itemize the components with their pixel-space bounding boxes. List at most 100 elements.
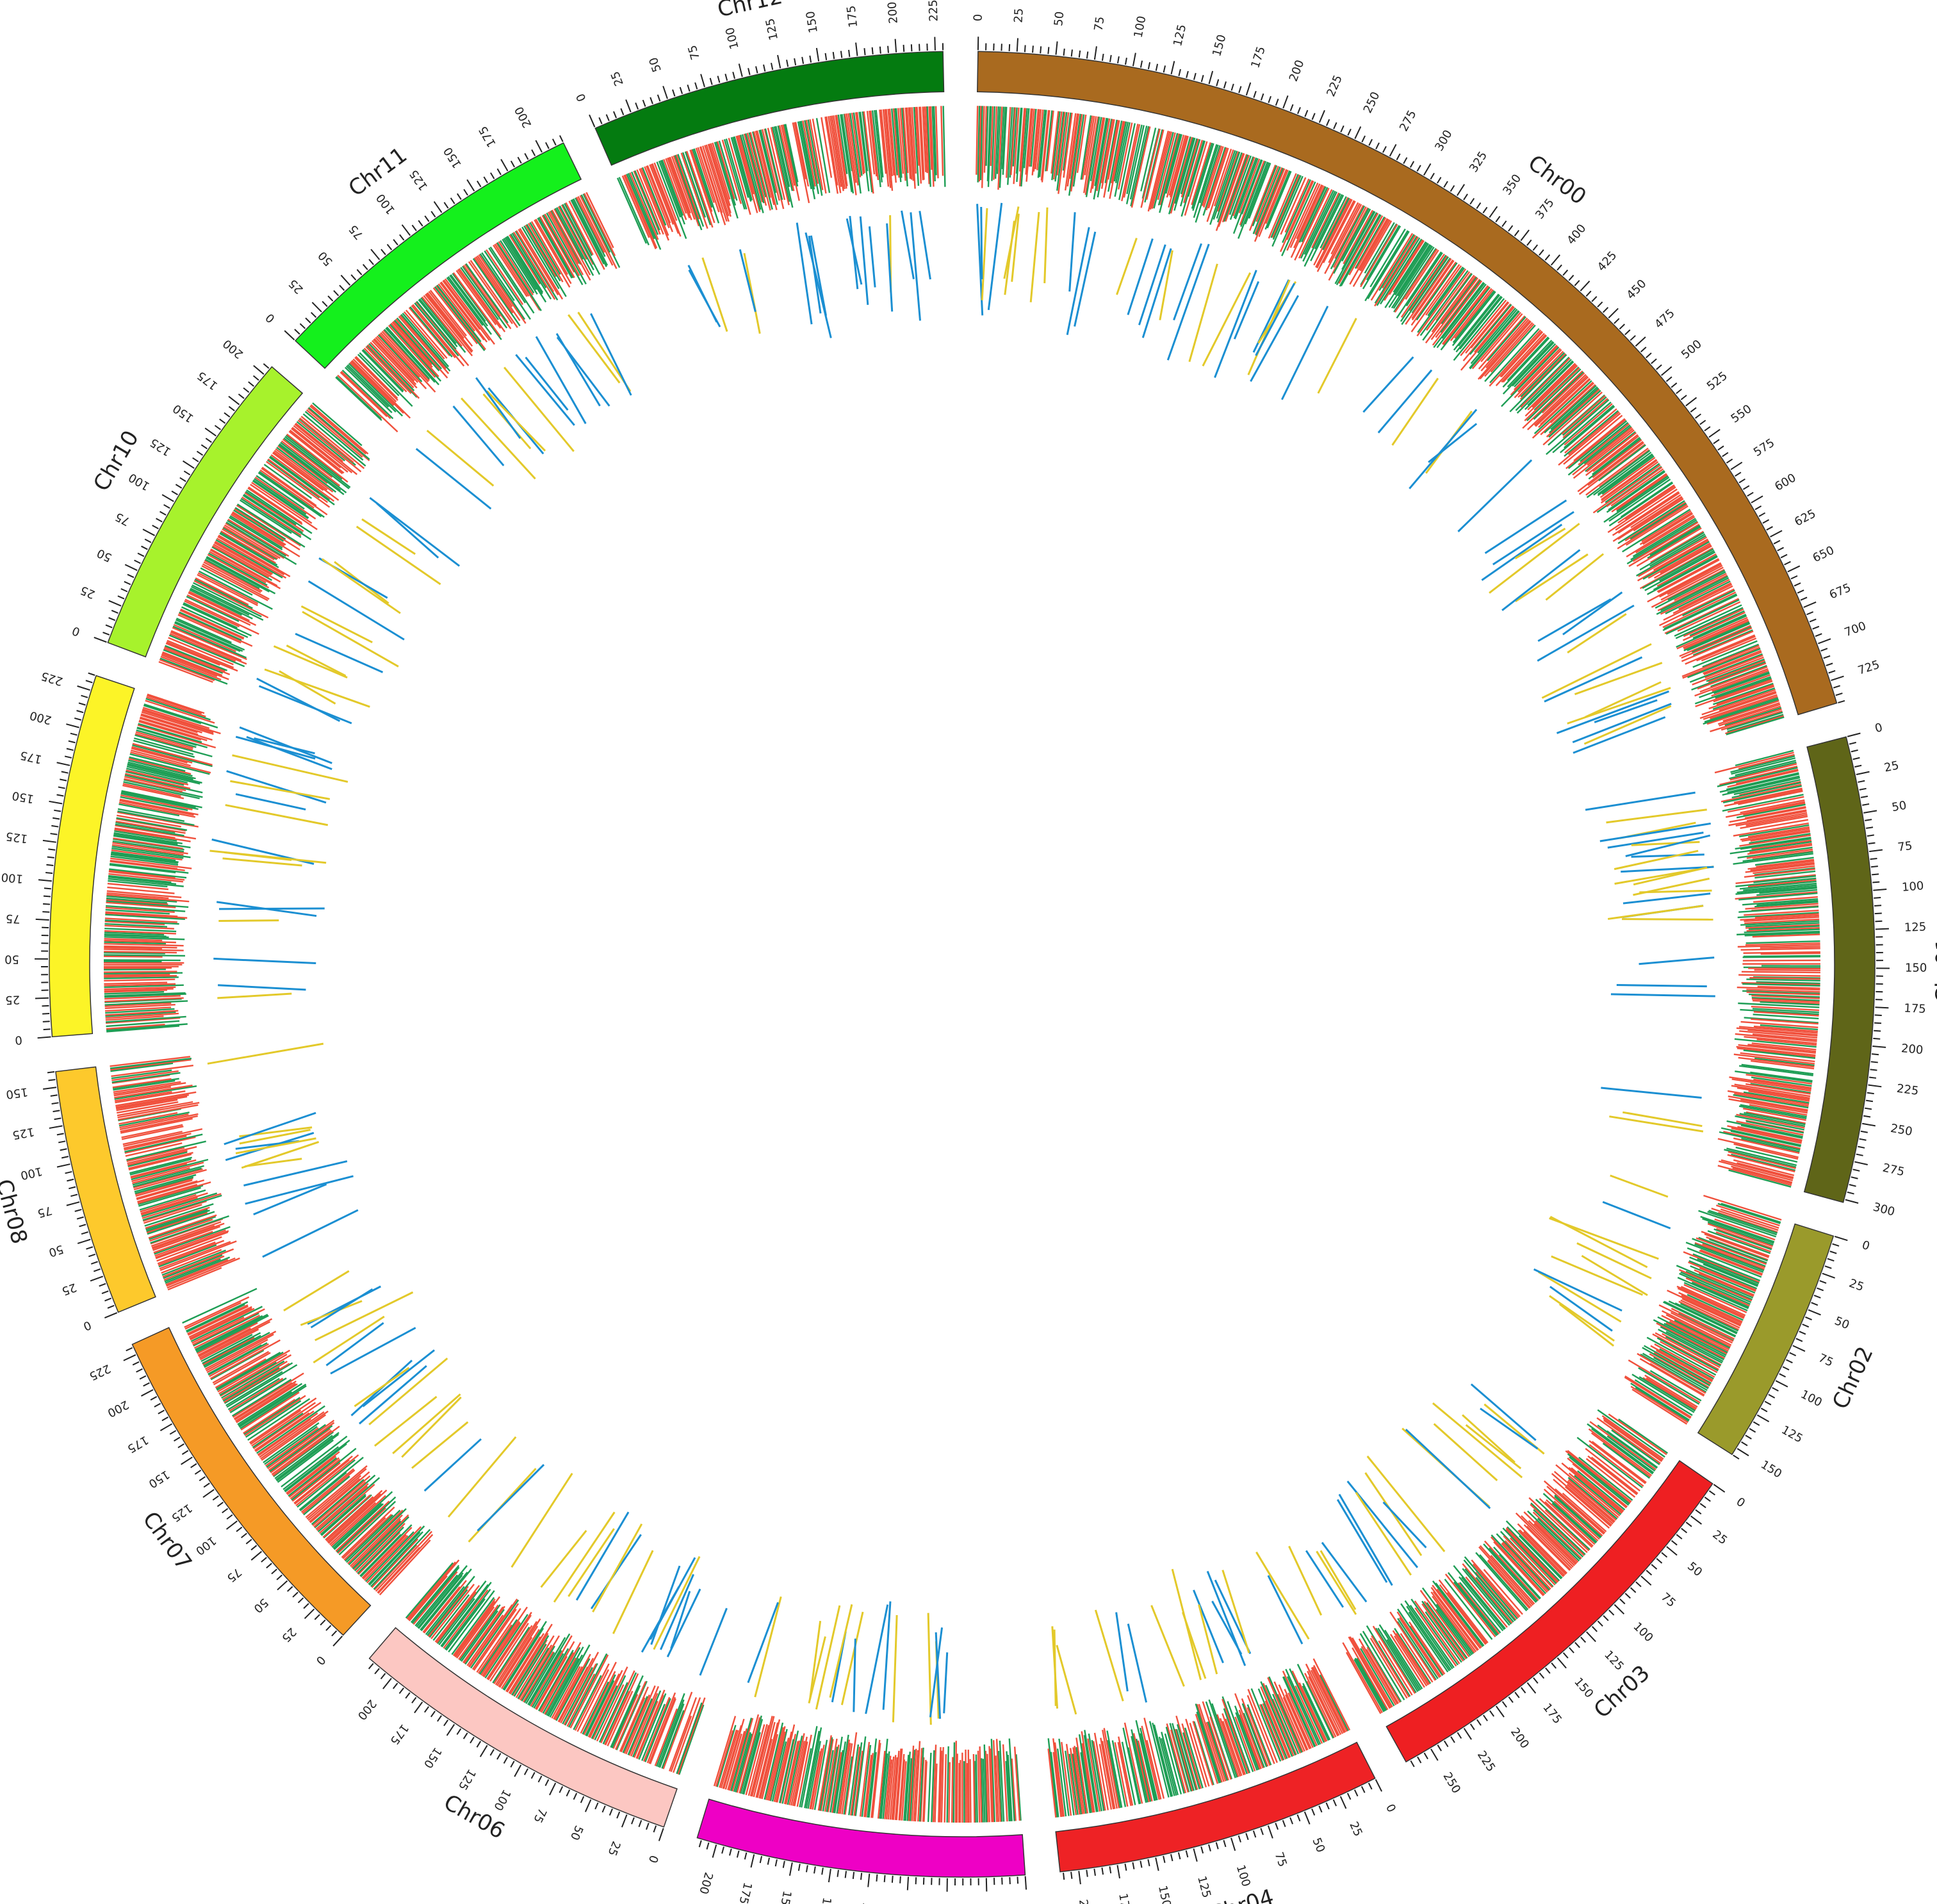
tick-label: 75 <box>1271 1850 1289 1869</box>
major-tick <box>447 1725 455 1736</box>
minor-tick <box>51 833 58 835</box>
minor-tick <box>306 318 311 323</box>
minor-tick <box>1774 541 1780 544</box>
minor-tick <box>54 810 61 812</box>
major-tick <box>790 1862 792 1876</box>
minor-tick <box>794 58 796 65</box>
minor-tick <box>1086 1870 1087 1877</box>
minor-tick <box>1733 1455 1739 1459</box>
minor-tick <box>334 291 339 296</box>
minor-tick <box>1224 81 1226 88</box>
minor-tick <box>1383 146 1386 152</box>
minor-tick <box>109 618 115 620</box>
minor-tick <box>44 1029 51 1030</box>
minor-tick <box>222 1509 228 1513</box>
minor-tick <box>1686 1522 1692 1527</box>
tick-label: 175 <box>477 124 499 149</box>
minor-tick <box>254 375 259 380</box>
density-mark-green <box>928 1753 931 1822</box>
minor-tick <box>332 1631 337 1636</box>
density-mark-red <box>1738 975 1820 976</box>
major-tick <box>1017 38 1018 52</box>
minor-tick <box>1369 1783 1372 1789</box>
minor-tick <box>1830 1251 1836 1253</box>
minor-tick <box>54 1118 61 1119</box>
tick-label: 100 <box>126 470 152 493</box>
minor-tick <box>1586 291 1591 296</box>
minor-tick <box>1836 693 1843 695</box>
minor-tick <box>1755 506 1761 509</box>
tick-label: 200 <box>220 336 246 361</box>
minor-tick <box>635 103 638 109</box>
major-tick <box>341 275 350 286</box>
tick-label: 150 <box>11 789 35 806</box>
link-mark-blue <box>311 1289 372 1327</box>
minor-tick <box>229 407 234 411</box>
minor-tick <box>1396 154 1400 160</box>
major-tick <box>1557 1658 1566 1668</box>
minor-tick <box>1569 1648 1574 1653</box>
minor-tick <box>900 1876 901 1883</box>
density-mark-red <box>1743 960 1820 961</box>
major-tick <box>1737 1449 1749 1456</box>
minor-tick <box>650 97 653 104</box>
link-mark-blue <box>981 207 982 279</box>
minor-tick <box>381 1673 386 1679</box>
minor-tick <box>1696 414 1701 418</box>
tick-label: 25 <box>1346 1819 1365 1839</box>
minor-tick <box>1676 389 1682 393</box>
minor-tick <box>160 511 167 514</box>
minor-tick <box>1254 1831 1256 1837</box>
link-mark-blue <box>850 216 858 289</box>
minor-tick <box>388 244 392 250</box>
minor-tick <box>1521 1687 1526 1693</box>
minor-tick <box>61 771 69 773</box>
minor-tick <box>298 1598 304 1603</box>
minor-tick <box>646 1823 649 1830</box>
minor-tick <box>49 1079 56 1080</box>
minor-tick <box>1483 207 1487 213</box>
minor-tick <box>53 1110 60 1112</box>
tick-label: 225 <box>1896 1082 1920 1098</box>
minor-tick <box>1742 1442 1747 1446</box>
minor-tick <box>1417 165 1420 172</box>
link-mark-yellow <box>1248 280 1290 375</box>
minor-tick <box>1872 1054 1879 1055</box>
link-mark-blue <box>740 249 755 311</box>
minor-tick <box>1765 1402 1771 1405</box>
minor-tick <box>295 329 300 334</box>
tick-label: 150 <box>441 145 464 170</box>
minor-tick <box>1790 1352 1796 1356</box>
minor-tick <box>1861 796 1868 798</box>
label-chr01: Chr01 <box>1931 937 1937 1003</box>
minor-tick <box>1451 1737 1455 1743</box>
minor-tick <box>249 382 254 386</box>
minor-tick <box>400 234 404 240</box>
minor-tick <box>1651 1564 1656 1569</box>
minor-tick <box>1009 1877 1010 1884</box>
tick-label: 675 <box>1827 581 1853 602</box>
minor-tick <box>1348 129 1351 135</box>
minor-tick <box>1870 858 1877 859</box>
major-tick <box>38 880 52 881</box>
minor-tick <box>451 198 455 204</box>
minor-tick <box>1430 173 1434 179</box>
density-mark-red <box>1590 1422 1656 1470</box>
minor-tick <box>567 1790 570 1796</box>
major-tick <box>414 1702 422 1713</box>
link-mark-yellow <box>755 1596 781 1697</box>
tick-label: 0 <box>313 1653 328 1668</box>
minor-tick <box>1581 1637 1585 1642</box>
tick-label: 75 <box>224 1565 244 1585</box>
tick-label: 100 <box>491 1787 513 1812</box>
minor-tick <box>1290 1818 1293 1824</box>
major-tick <box>1641 1576 1651 1585</box>
minor-tick <box>1312 1809 1314 1815</box>
minor-tick <box>1791 576 1797 579</box>
density-mark-red <box>104 971 177 972</box>
tick-label: 100 <box>1132 15 1149 39</box>
major-tick <box>1283 95 1287 108</box>
minor-tick <box>841 51 842 58</box>
minor-tick <box>1334 122 1336 129</box>
major-tick <box>251 1552 261 1560</box>
